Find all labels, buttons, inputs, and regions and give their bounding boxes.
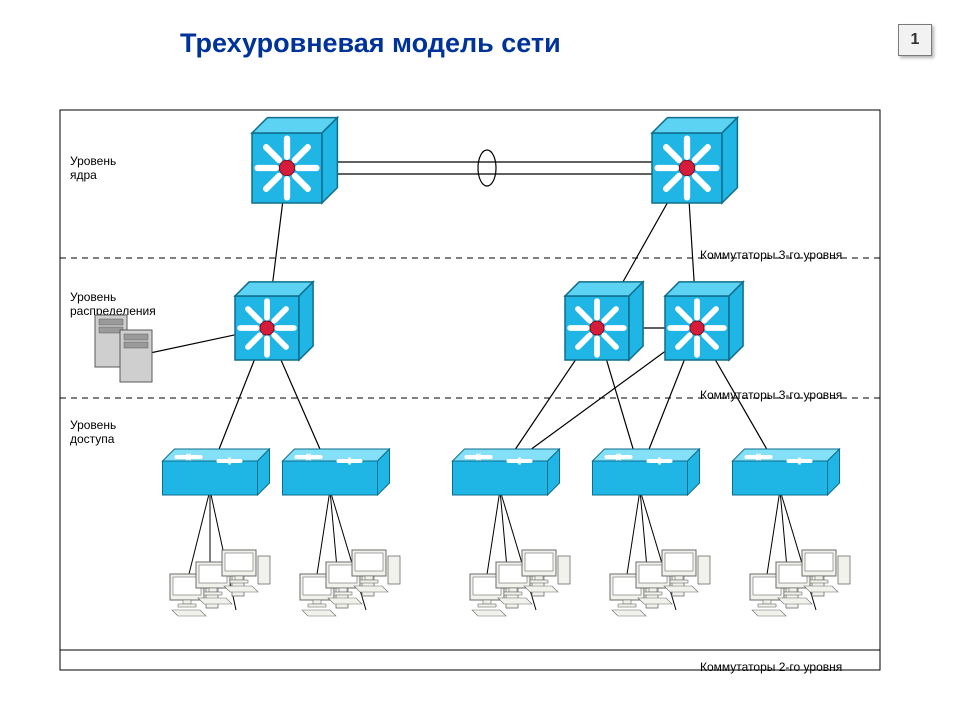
diagram-canvas bbox=[0, 0, 960, 720]
switch-icon bbox=[593, 449, 700, 495]
router-icon bbox=[665, 282, 743, 360]
pc-group bbox=[300, 550, 400, 616]
switch-icon bbox=[163, 449, 270, 495]
pc-group bbox=[610, 550, 710, 616]
pc-group bbox=[750, 550, 850, 616]
router-icon bbox=[235, 282, 313, 360]
slide: Трехуровневая модель сети 1 Уровень ядра… bbox=[0, 0, 960, 720]
router-icon bbox=[652, 118, 737, 203]
switch-icon bbox=[453, 449, 560, 495]
pc-group bbox=[470, 550, 570, 616]
router-icon bbox=[252, 118, 337, 203]
switch-icon bbox=[733, 449, 840, 495]
router-icon bbox=[565, 282, 643, 360]
switch-icon bbox=[283, 449, 390, 495]
pc-group bbox=[170, 550, 270, 616]
server-icon bbox=[120, 330, 152, 382]
